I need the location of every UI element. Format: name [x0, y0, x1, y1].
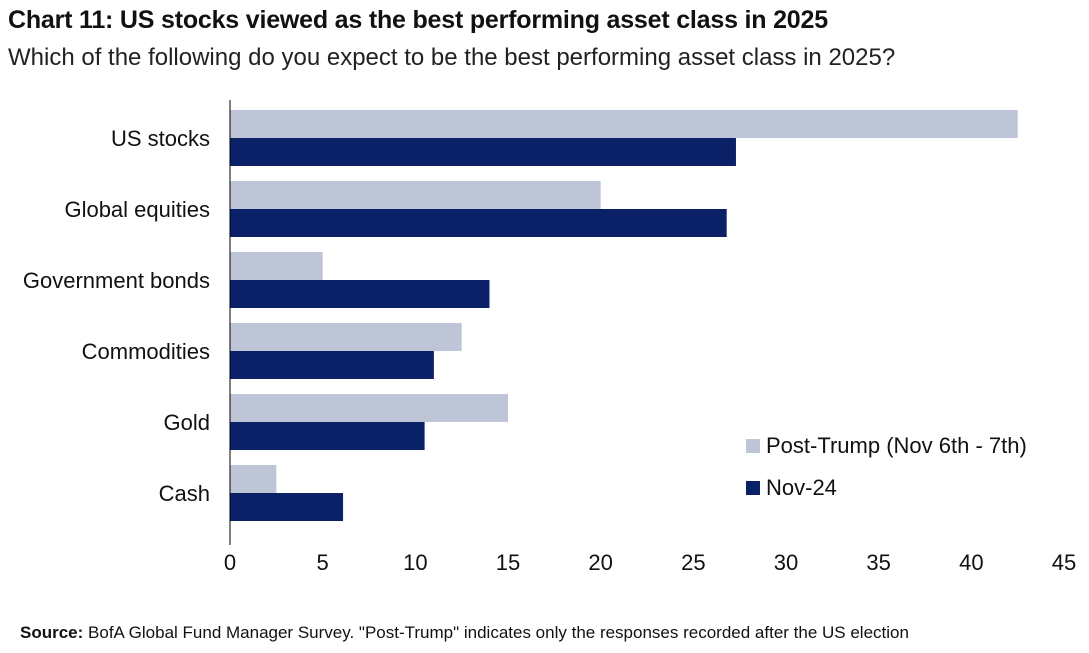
x-tick-label: 20: [588, 550, 612, 575]
bar-nov24-3: [230, 351, 434, 379]
category-label: Government bonds: [23, 268, 210, 293]
bar-post-trump-3: [230, 323, 462, 351]
x-tick-label: 40: [959, 550, 983, 575]
legend-swatch-1: [746, 481, 760, 495]
x-tick-label: 0: [224, 550, 236, 575]
bar-nov24-5: [230, 493, 344, 521]
bar-chart: US stocks Global equities Government bonds…: [23, 100, 1076, 575]
source-text: BofA Global Fund Manager Survey. "Post-T…: [83, 623, 909, 642]
legend-swatch-0: [746, 439, 760, 453]
bar-post-trump-4: [230, 394, 508, 422]
x-tick-label: 35: [866, 550, 890, 575]
x-tick-label: 45: [1052, 550, 1076, 575]
x-tick-label: 15: [496, 550, 520, 575]
legend-label-1: Nov-24: [766, 475, 837, 500]
category-label: Cash: [159, 481, 210, 506]
bar-post-trump-0: [230, 110, 1018, 138]
category-label: Commodities: [82, 339, 210, 364]
bar-nov24-2: [230, 280, 490, 308]
bar-post-trump-5: [230, 465, 277, 493]
bar-nov24-4: [230, 422, 425, 450]
chart-title: Chart 11: US stocks viewed as the best p…: [8, 6, 828, 34]
bar-nov24-0: [230, 138, 736, 166]
x-tick-label: 10: [403, 550, 427, 575]
bar-nov24-1: [230, 209, 727, 237]
x-tick-label: 25: [681, 550, 705, 575]
x-tick-label: 30: [774, 550, 798, 575]
x-tick-label: 5: [317, 550, 329, 575]
legend-label-0: Post-Trump (Nov 6th - 7th): [766, 433, 1027, 458]
source-note: Source: BofA Global Fund Manager Survey.…: [20, 623, 909, 643]
category-label: Gold: [164, 410, 210, 435]
source-label: Source:: [20, 623, 84, 642]
bar-post-trump-2: [230, 252, 323, 280]
bar-post-trump-1: [230, 181, 601, 209]
category-label: Global equities: [64, 197, 210, 222]
chart-subtitle: Which of the following do you expect to …: [8, 44, 896, 71]
category-label: US stocks: [111, 126, 210, 151]
